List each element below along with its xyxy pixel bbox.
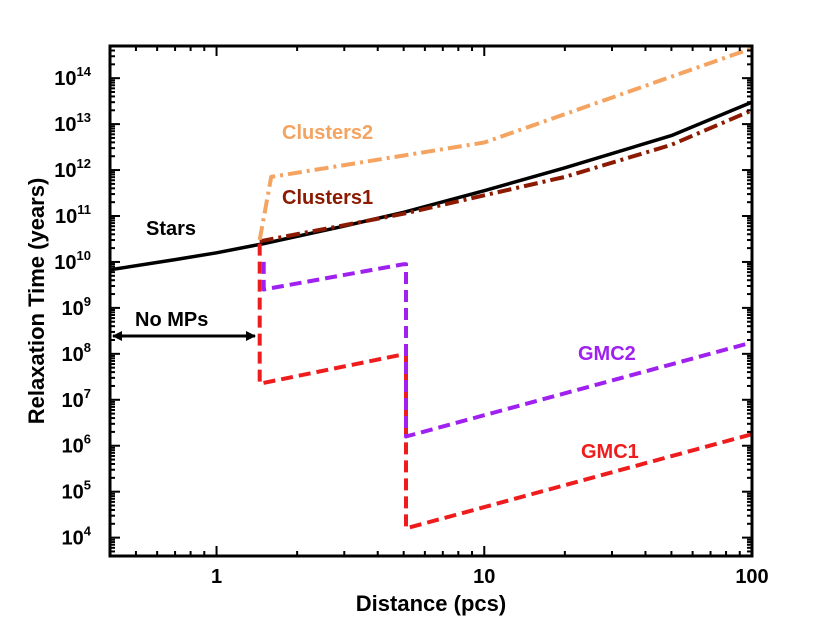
y-tick-label: 106 [62,432,91,458]
y-tick-label: 107 [62,386,91,412]
y-tick-label: 1013 [54,110,91,136]
series-line-gmc1 [257,243,752,531]
y-tick-label: 109 [62,294,91,320]
x-tick-label: 100 [735,566,768,588]
ticks-layer: 1 10 100 104 105 106 107 108 109 1010 1011 1012 1013… [54,45,769,588]
annotation-stars: Stars [146,218,196,240]
series-line-clusters1 [259,108,752,244]
annotation-clusters2: Clusters2 [282,122,373,144]
y-axis-label: Relaxation Time (years) [24,178,49,425]
y-tick-label: 104 [62,524,92,550]
y-tick-label: 1012 [54,156,91,182]
y-tick-label: 1014 [54,64,91,90]
y-tick-label: 1011 [55,202,91,228]
annotation-gmc2: GMC2 [578,343,636,365]
series-line-gmc2 [261,261,752,439]
annotation-no-mps: No MPs [135,309,208,331]
series-line-stars [110,100,752,272]
annotation-clusters1: Clusters1 [282,187,373,209]
y-tick-label: 1010 [54,248,91,274]
y-tick-label: 105 [62,478,91,504]
series-line-clusters2 [257,46,752,241]
x-tick-label: 10 [473,566,495,588]
plot-frame [108,44,754,558]
y-tick-label: 108 [62,340,91,366]
x-axis-label: Distance (pcs) [356,591,506,616]
annotation-gmc1: GMC1 [581,441,639,463]
x-tick-label: 1 [211,566,222,588]
series-layer [110,46,752,531]
